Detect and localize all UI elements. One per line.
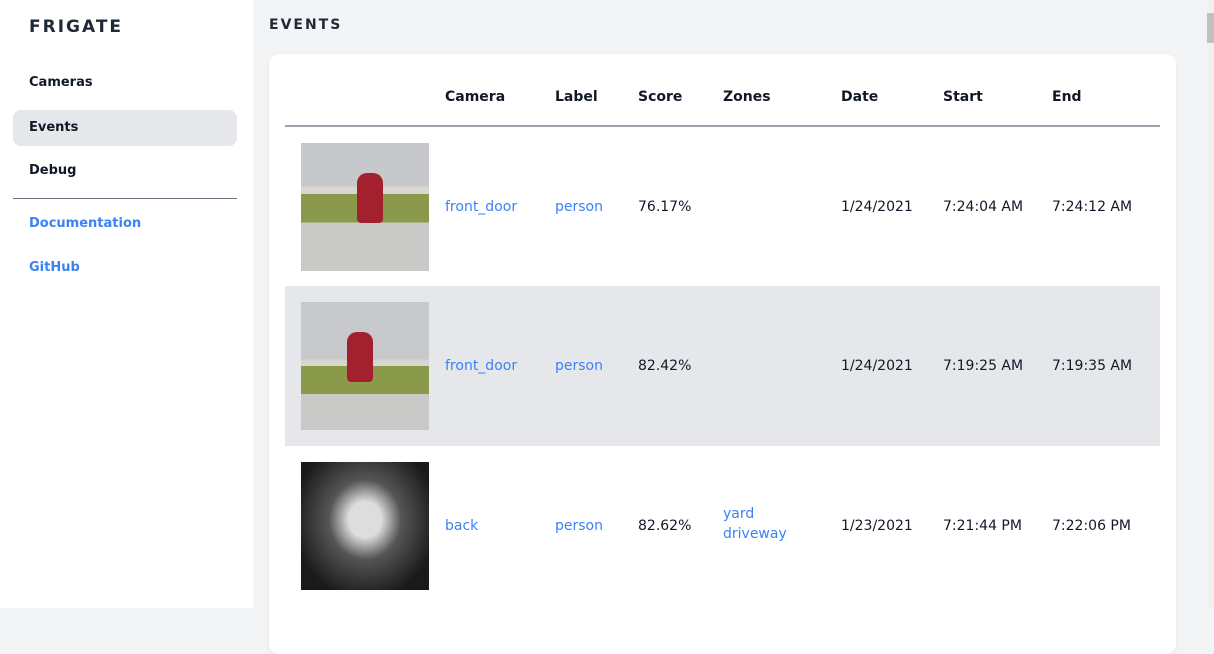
header-label: Label — [555, 54, 638, 127]
camera-link[interactable]: back — [445, 518, 479, 534]
end-time: 7:24:12 AM — [1052, 198, 1133, 215]
page-title: EVENTS — [269, 17, 343, 33]
zones — [723, 286, 841, 446]
score: 76.17% — [638, 198, 692, 215]
zones: yard driveway — [723, 446, 841, 606]
label-link[interactable]: person — [555, 358, 603, 374]
header-camera: Camera — [445, 54, 555, 127]
header-zones: Zones — [723, 54, 841, 127]
event-thumbnail[interactable] — [301, 462, 429, 590]
camera-link[interactable]: front_door — [445, 198, 518, 215]
end-time: 7:22:06 PM — [1052, 518, 1131, 534]
zones — [723, 126, 841, 286]
header-date: Date — [841, 54, 943, 127]
table-row[interactable]: front_door person 82.42% 1/24/2021 7:19:… — [285, 286, 1160, 446]
sidebar-item-debug[interactable]: Debug — [29, 163, 77, 178]
events-card: Camera Label Score Zones Date Start End … — [269, 54, 1176, 654]
score: 82.62% — [638, 518, 692, 534]
date: 1/24/2021 — [841, 198, 913, 215]
events-table: Camera Label Score Zones Date Start End … — [285, 54, 1160, 606]
label-link[interactable]: person — [555, 198, 603, 215]
sidebar: FRIGATE Cameras Events Debug Documentati… — [0, 0, 253, 608]
label-link[interactable]: person — [555, 518, 603, 534]
scrollbar[interactable] — [1207, 0, 1214, 608]
table-row[interactable]: front_door person 76.17% 1/24/2021 7:24:… — [285, 126, 1160, 286]
sidebar-link-github[interactable]: GitHub — [29, 260, 80, 275]
event-thumbnail[interactable] — [301, 302, 429, 430]
sidebar-item-events[interactable]: Events — [13, 110, 237, 146]
date: 1/23/2021 — [841, 518, 913, 534]
header-end: End — [1052, 54, 1160, 127]
table-row[interactable]: back person 82.62% yard driveway 1/23/202… — [285, 446, 1160, 606]
scrollbar-thumb[interactable] — [1207, 13, 1214, 43]
brand-logo[interactable]: FRIGATE — [29, 17, 124, 37]
camera-link[interactable]: front_door — [445, 358, 518, 374]
zone-link[interactable]: yard — [723, 506, 755, 522]
start-time: 7:19:25 AM — [943, 286, 1052, 446]
sidebar-item-cameras[interactable]: Cameras — [29, 75, 93, 90]
header-thumbnail — [285, 54, 445, 127]
main-content: EVENTS Camera Label Score Zones Date Sta… — [253, 0, 1207, 654]
header-score: Score — [638, 54, 723, 127]
start-time: 7:24:04 AM — [943, 198, 1024, 215]
end-time: 7:19:35 AM — [1052, 286, 1160, 446]
header-start: Start — [943, 54, 1052, 127]
table-header-row: Camera Label Score Zones Date Start End — [285, 54, 1160, 127]
event-thumbnail[interactable] — [301, 142, 429, 271]
score: 82.42% — [638, 286, 723, 446]
sidebar-link-documentation[interactable]: Documentation — [29, 216, 142, 231]
start-time: 7:21:44 PM — [943, 518, 1022, 534]
zone-link[interactable]: driveway — [723, 526, 787, 542]
date: 1/24/2021 — [841, 286, 943, 446]
sidebar-divider — [13, 198, 237, 199]
